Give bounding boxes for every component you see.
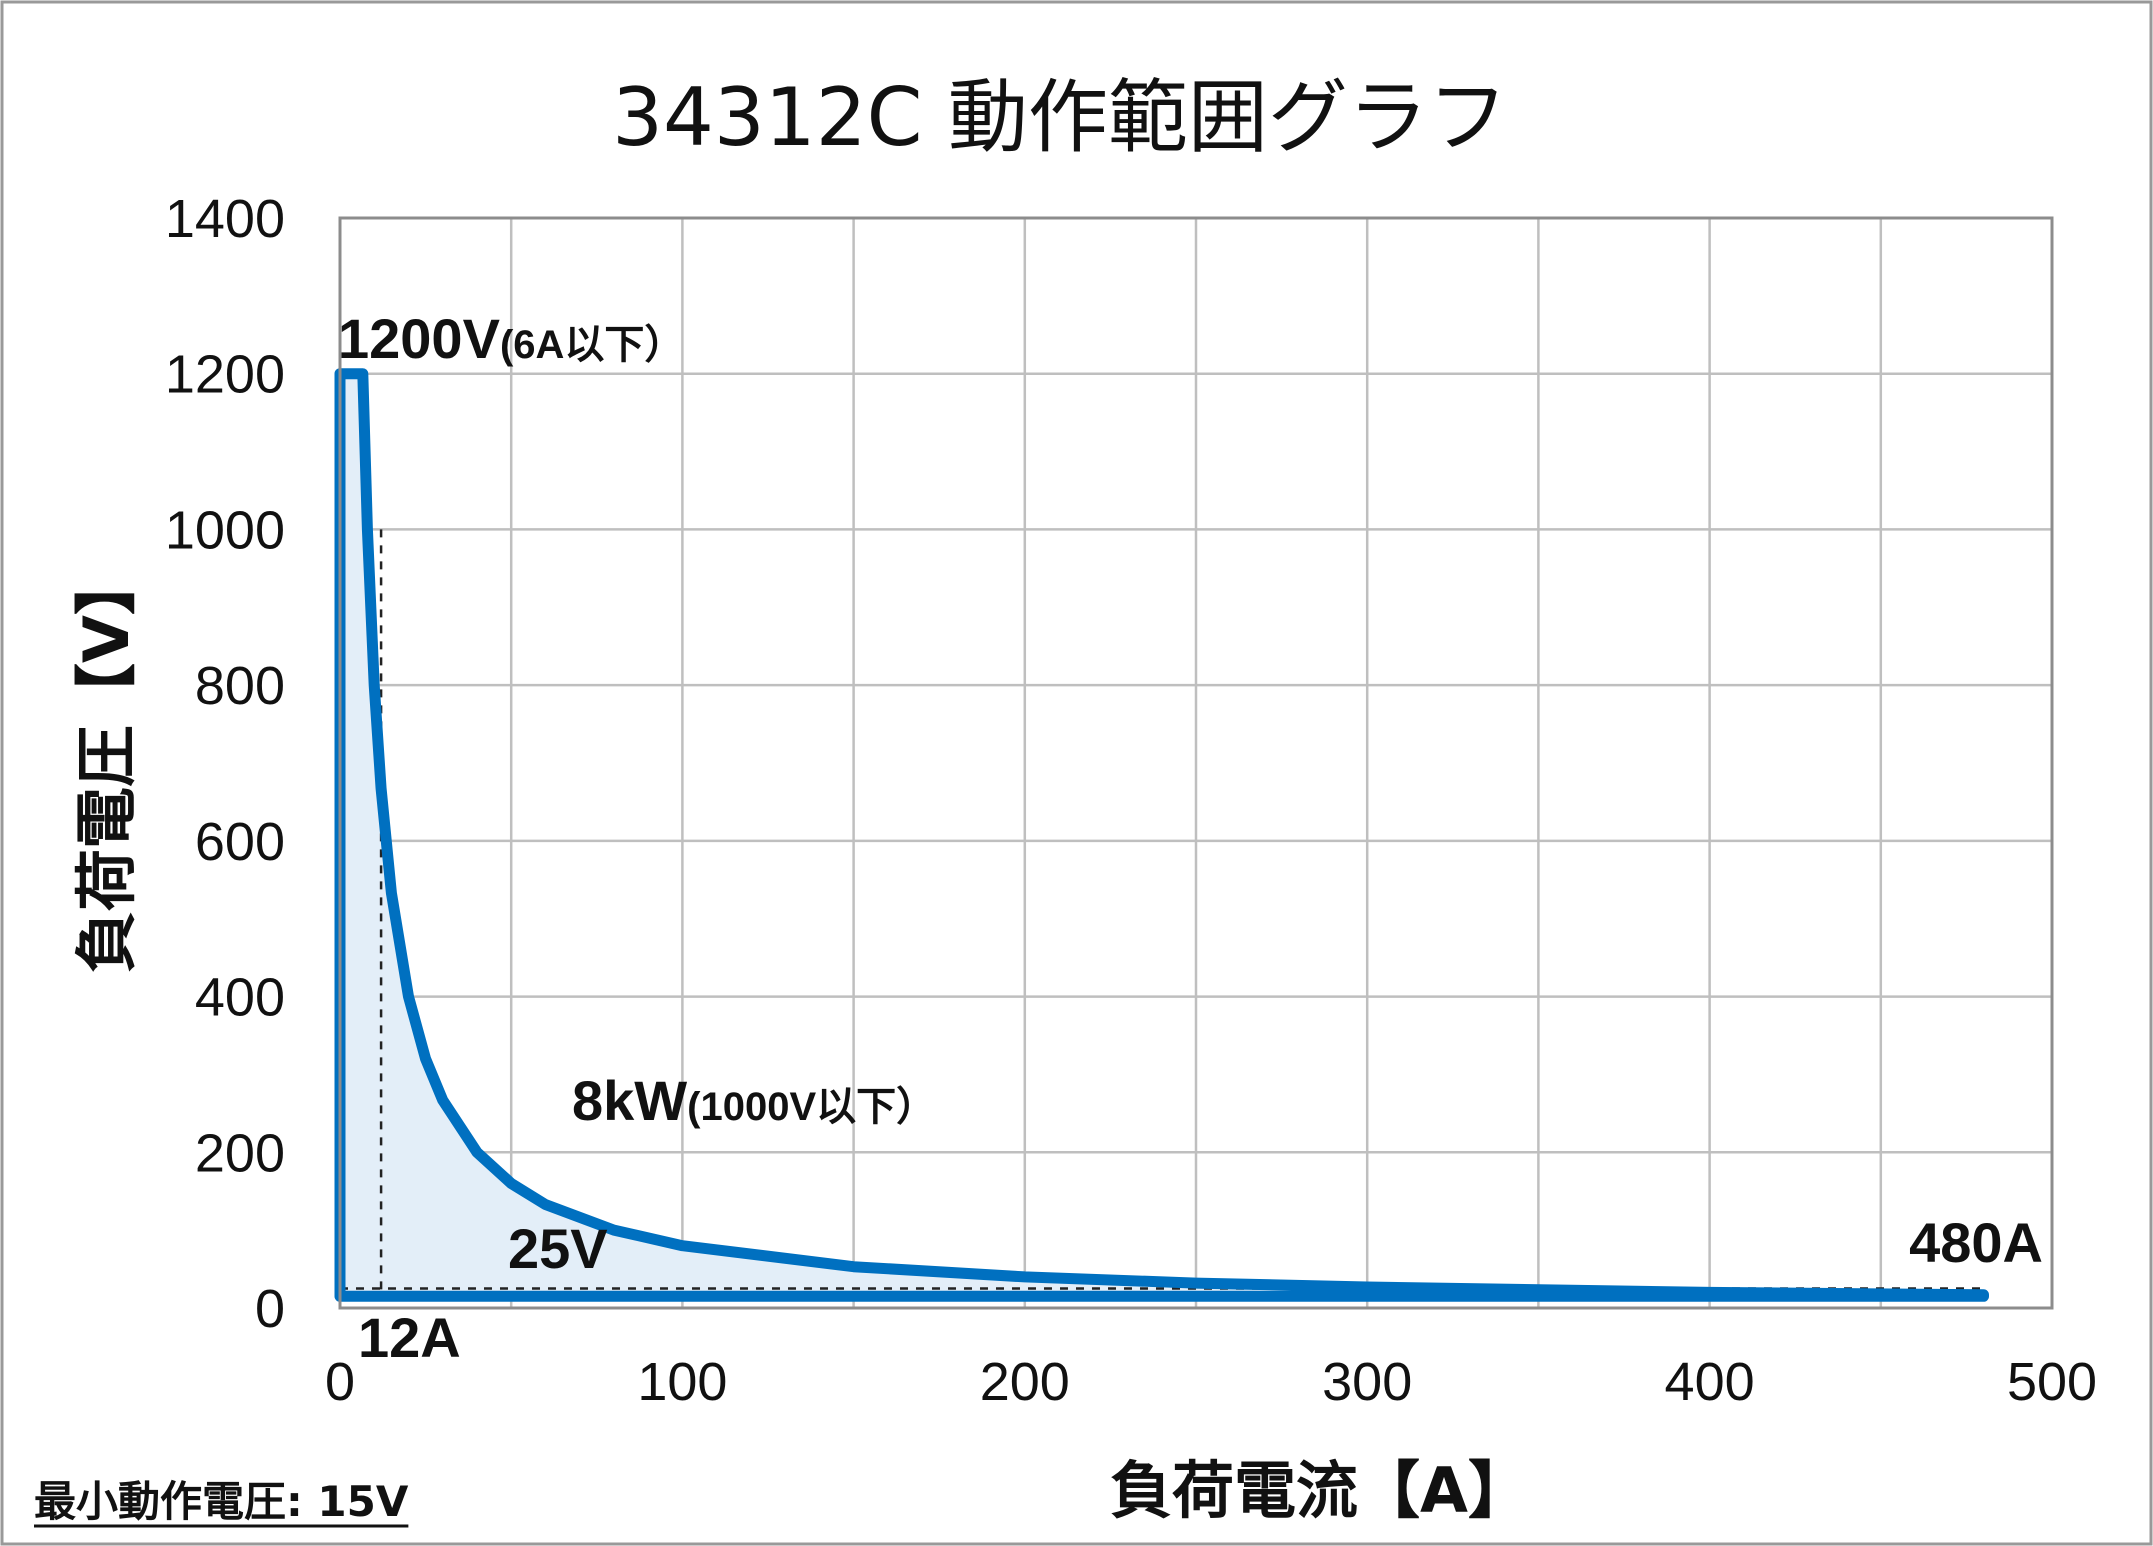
annotation-8kw-main: 8kW [572,1069,687,1132]
y-tick-label: 800 [195,656,285,716]
annotation-25v: 25V [508,1217,608,1280]
annotation-8kw-sub: (1000V以下） [687,1085,936,1129]
y-tick-label: 1000 [165,500,285,560]
y-axis-label: 負荷電圧【V】 [70,553,143,973]
x-axis-label: 負荷電流【A】 [1110,1454,1530,1527]
annotation-1200v: 1200V(6A以下） [338,307,684,370]
x-tick-label: 500 [2007,1352,2097,1412]
y-tick-label: 400 [195,968,285,1028]
y-tick-label: 1400 [165,189,285,249]
x-tick-label: 100 [637,1352,727,1412]
y-tick-label: 200 [195,1123,285,1183]
annotation-1200v-sub: (6A以下） [500,323,684,367]
x-tick-label: 400 [1665,1352,1755,1412]
x-tick-label: 300 [1322,1352,1412,1412]
x-axis-ticks: 0 100 200 300 400 500 [325,1352,2097,1412]
chart-title: 34312C 動作範囲グラフ [612,71,1508,164]
annotation-8kw: 8kW(1000V以下） [572,1069,936,1132]
y-tick-label: 600 [195,812,285,872]
plot-border [338,216,2054,1310]
y-tick-label: 0 [255,1279,285,1339]
y-tick-label: 1200 [165,345,285,405]
annotation-12a: 12A [358,1306,461,1369]
y-axis-ticks: 0 200 400 600 800 1000 1200 1400 [165,189,285,1339]
operating-boundary-line [334,368,1989,1302]
operating-area-fill [340,373,1984,1297]
annotation-480a: 480A [1909,1211,2043,1274]
annotation-1200v-main: 1200V [338,307,500,370]
reference-lines [340,529,1984,1297]
x-tick-label: 200 [980,1352,1070,1412]
x-tick-label: 0 [325,1352,355,1412]
minimum-voltage-note: 最小動作電圧: 15V [34,1477,409,1526]
